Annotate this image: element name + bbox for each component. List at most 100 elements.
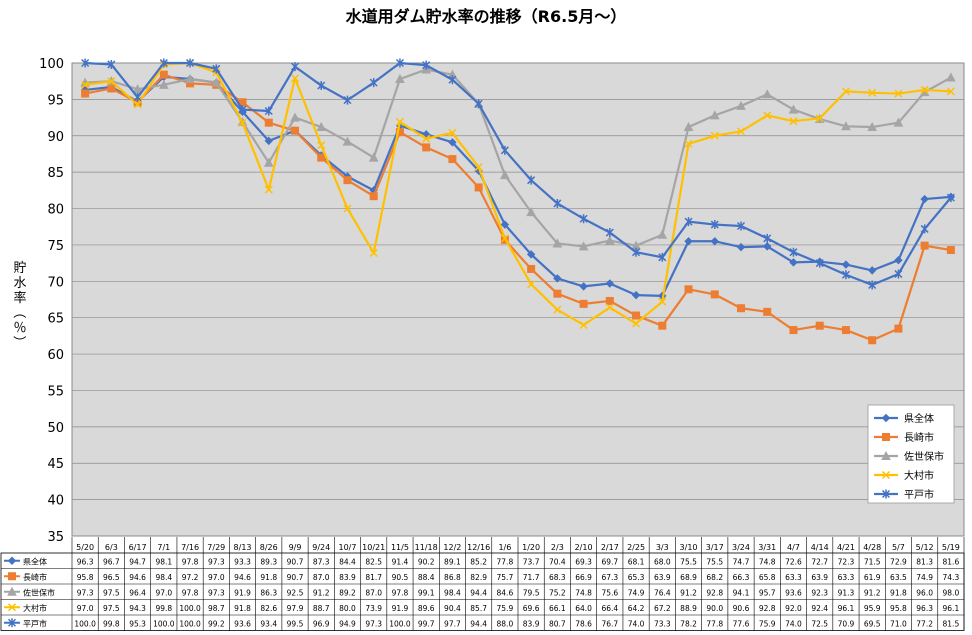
data-point <box>238 105 247 115</box>
x-tick-label: 9/24 <box>312 543 330 552</box>
data-label: 95.7 <box>759 588 776 597</box>
data-label: 65.8 <box>759 573 776 582</box>
data-label: 97.3 <box>77 588 94 597</box>
data-point <box>763 307 772 316</box>
data-point <box>605 279 615 288</box>
data-label: 74.8 <box>575 588 592 597</box>
data-point <box>343 176 352 185</box>
data-point <box>684 217 693 227</box>
y-tick-label: 100 <box>39 57 64 72</box>
data-point <box>632 319 641 328</box>
data-point <box>264 136 273 146</box>
data-label: 90.2 <box>418 557 435 566</box>
data-point <box>474 163 483 172</box>
data-point <box>422 134 431 143</box>
data-label: 71.0 <box>890 619 907 628</box>
data-label: 93.6 <box>785 588 802 597</box>
data-point <box>920 194 929 204</box>
data-label: 100.0 <box>179 619 201 628</box>
x-tick-label: 1/6 <box>498 543 511 552</box>
data-label: 88.9 <box>680 604 697 613</box>
x-tick-label: 2/10 <box>575 543 593 552</box>
data-label: 67.3 <box>601 573 618 582</box>
data-label: 93.3 <box>234 557 251 566</box>
data-label: 81.6 <box>943 557 960 566</box>
data-point <box>316 121 327 132</box>
data-label: 97.5 <box>103 604 120 613</box>
series-line <box>84 73 952 342</box>
data-label: 96.9 <box>313 619 330 628</box>
data-label: 73.7 <box>523 557 540 566</box>
data-label: 97.0 <box>77 604 94 613</box>
data-label: 71.7 <box>523 573 540 582</box>
data-point <box>788 104 799 114</box>
y-tick-label: 85 <box>47 166 64 181</box>
data-point <box>369 248 378 257</box>
data-point <box>894 255 903 265</box>
x-tick-label: 10/7 <box>338 543 356 552</box>
x-tick-label: 4/28 <box>863 543 881 552</box>
data-label: 92.3 <box>811 588 828 597</box>
data-label: 100.0 <box>74 619 96 628</box>
series-line <box>85 68 952 248</box>
data-label: 61.9 <box>864 573 881 582</box>
data-label: 75.9 <box>497 604 514 613</box>
x-tick-label: 6/17 <box>129 543 147 552</box>
legend-label: 佐世保市 <box>904 450 944 463</box>
x-tick-label: 7/16 <box>181 543 199 552</box>
data-label: 74.3 <box>943 573 960 582</box>
data-point <box>894 269 903 279</box>
data-label: 64.0 <box>575 604 592 613</box>
data-point <box>474 99 483 109</box>
y-axis-label-char: 水 <box>13 276 26 291</box>
data-label: 96.7 <box>103 557 120 566</box>
data-point <box>882 433 890 441</box>
data-point <box>264 118 273 127</box>
data-label: 77.2 <box>916 619 933 628</box>
legend-box <box>867 404 955 504</box>
data-point <box>841 326 850 335</box>
data-label: 92.8 <box>759 604 776 613</box>
data-point <box>343 95 352 105</box>
series-line <box>84 61 951 327</box>
data-point <box>789 117 798 126</box>
data-label: 63.3 <box>838 573 855 582</box>
data-label: 95.9 <box>864 604 881 613</box>
data-label: 94.1 <box>733 588 750 597</box>
data-point <box>762 89 773 99</box>
data-point <box>867 266 877 275</box>
data-label: 90.7 <box>287 573 304 582</box>
data-point <box>552 238 563 248</box>
data-label: 75.9 <box>759 619 776 628</box>
data-point <box>881 413 891 423</box>
data-label: 74.0 <box>785 619 802 628</box>
data-point <box>579 320 588 329</box>
data-label: 97.3 <box>208 557 225 566</box>
plot-background <box>71 62 965 537</box>
data-label: 91.8 <box>234 604 251 613</box>
data-label: 77.8 <box>497 557 514 566</box>
data-label: 89.1 <box>444 557 461 566</box>
data-point <box>815 258 824 268</box>
data-label: 82.9 <box>470 573 487 582</box>
data-label: 74.9 <box>628 588 645 597</box>
x-tick-label: 5/20 <box>76 543 94 552</box>
data-label: 91.2 <box>680 588 697 597</box>
data-label: 94.3 <box>129 604 146 613</box>
data-label: 94.9 <box>339 619 356 628</box>
x-tick-label: 10/21 <box>362 543 385 552</box>
data-point <box>527 175 536 185</box>
data-point <box>710 290 719 299</box>
data-point <box>763 111 772 120</box>
data-label: 74.9 <box>916 573 933 582</box>
data-point <box>448 138 457 147</box>
data-label: 80.0 <box>339 604 356 613</box>
data-label: 63.3 <box>785 573 802 582</box>
data-label: 73.9 <box>365 604 382 613</box>
data-point <box>133 92 142 102</box>
data-label: 92.0 <box>785 604 802 613</box>
data-label: 69.5 <box>864 619 881 628</box>
data-point <box>422 60 431 70</box>
data-point <box>395 73 405 84</box>
data-point <box>736 100 746 110</box>
